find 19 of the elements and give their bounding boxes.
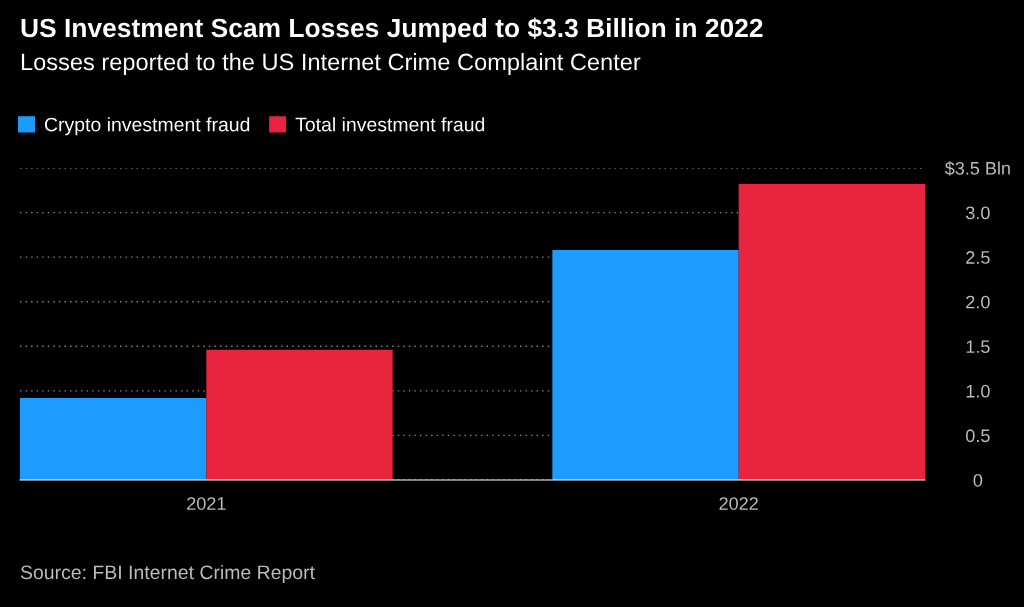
y-tick-label: 2.5 <box>966 251 990 264</box>
x-tick-label: 2021 <box>187 497 226 510</box>
y-tick-label: 3.0 <box>966 206 990 220</box>
legend-label: Crypto investment fraud <box>44 117 250 136</box>
y-tick-label: $3.5 Bln <box>944 161 1010 176</box>
y-tick-label: 0 <box>973 473 983 487</box>
y-tick-label: 2.0 <box>966 295 990 309</box>
y-tick-label: 0.5 <box>966 429 990 443</box>
chart-subtitle: Losses reported to the US Internet Crime Complaint Center <box>21 53 641 75</box>
source-note: Source: FBI Internet Crime Report <box>20 564 315 584</box>
chart-title: US Investment Scam Losses Jumped to $3.3 Billion in 2022 <box>21 17 763 43</box>
y-tick-label: 1.0 <box>966 384 990 398</box>
bar <box>552 250 739 480</box>
bar <box>20 397 207 480</box>
bar <box>738 184 925 480</box>
bar <box>206 349 393 480</box>
x-tick-label: 2022 <box>719 497 758 510</box>
y-tick-label: 1.5 <box>966 340 990 354</box>
legend-label: Total investment fraud <box>295 117 485 132</box>
